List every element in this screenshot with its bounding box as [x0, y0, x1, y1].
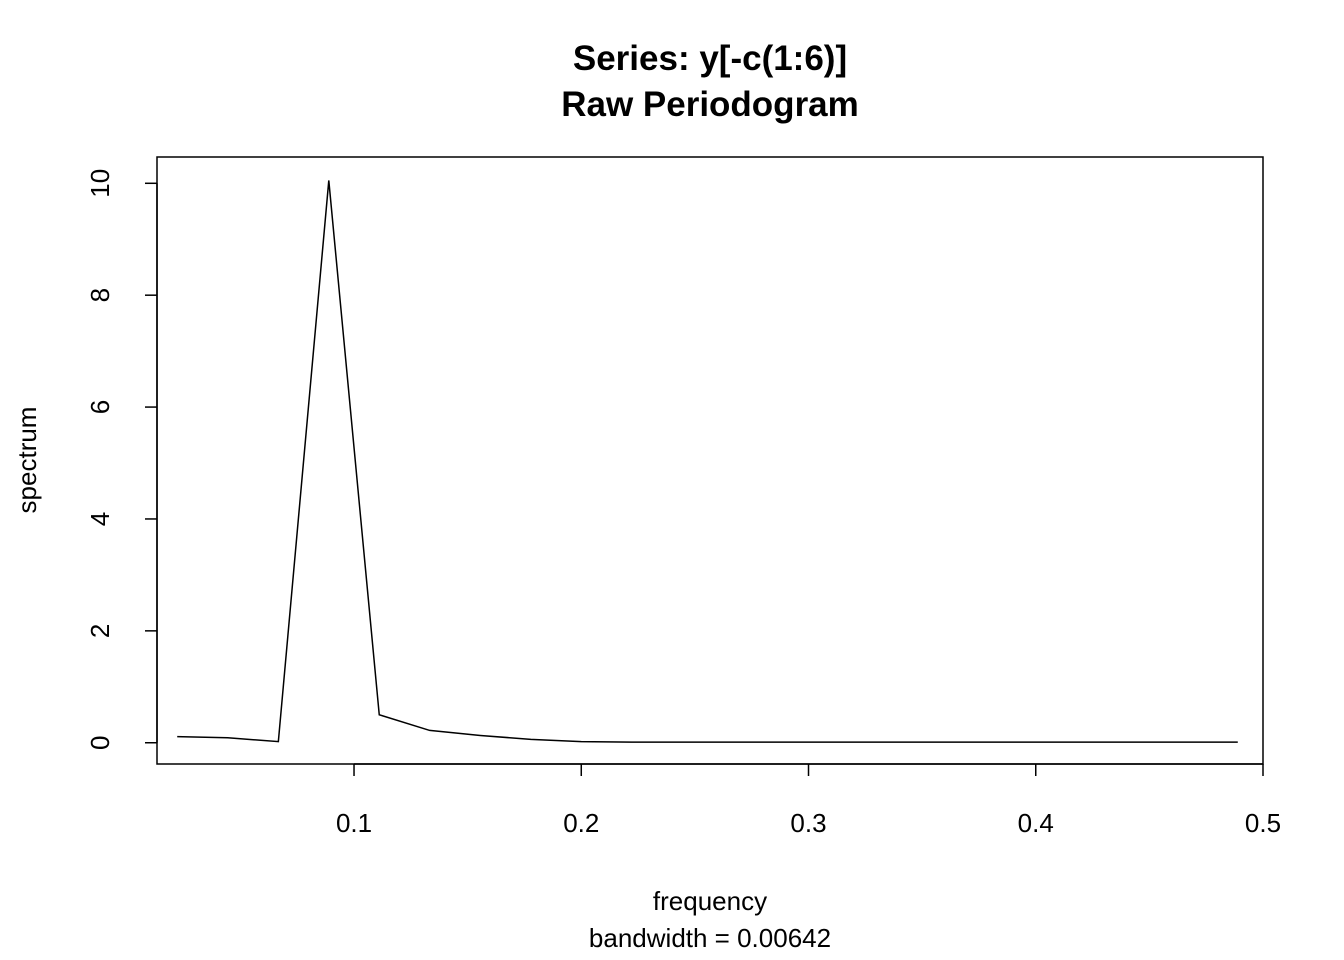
series-layer: [177, 180, 1238, 743]
chart-subtitle: Raw Periodogram: [561, 85, 859, 124]
y-tick-label: 10: [85, 169, 115, 198]
spectrum-line: [177, 180, 1238, 743]
x-tick-label: 0.2: [563, 808, 599, 838]
x-tick-label: 0.3: [790, 808, 826, 838]
y-axis: 0 2 4 6 8 10: [85, 169, 158, 750]
x-tick-label: 0.5: [1245, 808, 1281, 838]
y-tick-label: 4: [85, 512, 115, 526]
x-axis-label: frequency: [653, 886, 767, 916]
y-axis-label: spectrum: [12, 407, 42, 514]
y-tick-label: 0: [85, 736, 115, 750]
y-tick-label: 6: [85, 400, 115, 414]
y-tick-label: 2: [85, 624, 115, 638]
x-tick-label: 0.4: [1018, 808, 1054, 838]
bandwidth-label: bandwidth = 0.00642: [589, 923, 831, 953]
x-axis: 0.1 0.2 0.3 0.4 0.5: [336, 763, 1281, 838]
y-tick-label: 8: [85, 288, 115, 302]
chart-title: Series: y[-c(1:6)]: [573, 39, 847, 78]
x-tick-label: 0.1: [336, 808, 372, 838]
